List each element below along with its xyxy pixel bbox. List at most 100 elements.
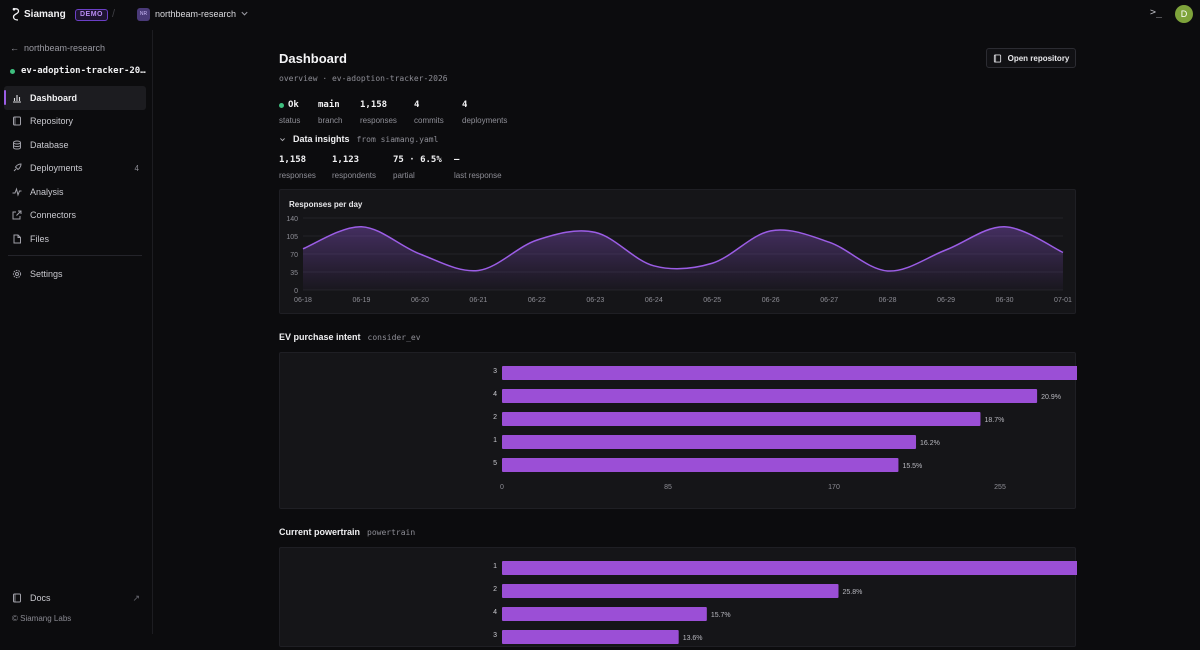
insight-stat-respondents: 1,123 respondents [332,155,393,180]
y-tick-label: 70 [290,252,298,259]
docs-label: Docs [30,593,51,603]
category-label: 1 [493,437,497,444]
stat-value: 1,123 [332,155,393,165]
main-content: Dashboard overview · ev-adoption-tracker… [153,30,1200,634]
sidebar-item-connectors[interactable]: Connectors [4,204,146,228]
sidebar-item-label: Connectors [30,210,76,220]
sidebar-settings-group: Settings [4,262,146,286]
repo-stats: Ok status main branch 1,158 responses 4 … [279,100,507,125]
sidebar-item-deployments[interactable]: Deployments 4 [4,157,146,181]
rocket-icon [12,163,22,173]
x-tick-label: 06-27 [820,297,838,304]
stat-value: 75 · 6.5% [393,155,454,165]
bar-value-label: 16.2% [920,440,940,447]
y-tick-label: 35 [290,270,298,277]
bar-value-label: 15.5% [902,463,922,470]
terminal-icon[interactable]: >_ [1150,7,1162,18]
stat-label: deployments [462,116,507,125]
bar-value-label: 20.9% [1041,394,1061,401]
bar-value-label: 13.6% [683,635,703,642]
sidebar-item-label: Files [30,234,49,244]
deployments-count: 4 [135,164,139,173]
stat-label: responses [279,171,332,180]
stat-value: – [454,155,502,165]
insight-stat-last-response: – last response [454,155,502,180]
docs-link[interactable]: Docs ↗ [12,593,140,603]
insight-stats: 1,158 responses 1,123 respondents 75 · 6… [279,155,502,180]
section-title: Current powertrain [279,527,360,537]
category-label: 4 [493,391,497,398]
breadcrumb-separator: / [112,8,115,20]
chevron-down-icon [279,136,286,143]
sidebar-item-settings[interactable]: Settings [4,262,146,286]
sidebar-item-repository[interactable]: Repository [4,110,146,134]
sidebar-nav: Dashboard Repository Database Deployment… [4,86,146,251]
bar [502,435,916,449]
sidebar-item-label: Database [30,140,69,150]
sidebar-item-label: Analysis [30,187,64,197]
project-switcher[interactable]: ev-adoption-tracker-20… [10,66,146,76]
top-bar: Siamang DEMO / NR northbeam-research >_ … [0,0,1200,30]
x-tick-label: 06-23 [586,297,604,304]
bar [502,412,980,426]
category-label: 2 [493,586,497,593]
insight-stat-partial: 75 · 6.5% partial [393,155,454,180]
stat-branch: main branch [318,100,360,125]
sidebar-item-label: Repository [30,116,73,126]
external-link-icon: ↗ [132,593,140,604]
page-title: Dashboard [279,51,347,66]
stat-label: partial [393,171,454,180]
chevron-down-icon[interactable] [240,9,249,18]
stat-value: main [318,100,360,110]
y-tick-label: 140 [286,216,298,223]
open-repository-label: Open repository [1008,54,1070,63]
brand-logo[interactable]: Siamang [11,7,66,22]
brand-name: Siamang [24,9,66,20]
bar-value-label: 18.7% [984,417,1004,424]
sidebar-item-label: Dashboard [30,93,77,103]
stat-status: Ok status [279,100,318,125]
x-tick-label: 06-19 [353,297,371,304]
back-link[interactable]: ← northbeam-research [10,43,105,53]
org-avatar: NR [137,8,150,21]
stat-value: 1,158 [360,100,414,110]
sidebar-item-files[interactable]: Files [4,227,146,251]
x-tick-label: 06-26 [762,297,780,304]
bar [502,607,707,621]
powertrain-chart: 144.8%225.8%415.7%313.6% [280,548,1077,648]
user-avatar[interactable]: D [1175,5,1193,23]
bar-value-label: 15.7% [711,612,731,619]
data-insights-title: Data insights [293,134,350,144]
file-icon [12,234,22,244]
x-tick-label: 170 [828,484,840,491]
sidebar-item-dashboard[interactable]: Dashboard [4,86,146,110]
x-tick-label: 0 [500,484,504,491]
demo-badge: DEMO [75,9,108,21]
ev-intent-heading: EV purchase intent consider_ev [279,332,421,342]
stat-value: 4 [462,100,507,110]
chart-title: Responses per day [289,200,363,209]
x-tick-label: 06-21 [469,297,487,304]
x-tick-label: 06-29 [937,297,955,304]
y-tick-label: 105 [286,234,298,241]
section-field: consider_ev [368,333,421,342]
gear-icon [12,269,22,279]
sidebar-item-analysis[interactable]: Analysis [4,180,146,204]
stat-value: 4 [414,100,462,110]
stat-label: status [279,116,318,125]
external-link-icon [12,210,22,220]
open-repository-button[interactable]: Open repository [986,48,1076,68]
category-label: 1 [493,563,497,570]
data-insights-toggle[interactable]: Data insights from siamang.yaml [279,134,438,144]
book-icon [12,116,22,126]
powertrain-panel: 144.8%225.8%415.7%313.6% [279,547,1076,647]
section-title: EV purchase intent [279,332,361,342]
arrow-left-icon: ← [10,43,19,53]
x-tick-label: 255 [994,484,1006,491]
bar [502,389,1037,403]
stat-commits: 4 commits [414,100,462,125]
sidebar-item-database[interactable]: Database [4,133,146,157]
org-switcher[interactable]: northbeam-research [155,9,236,19]
bar [502,366,1077,380]
